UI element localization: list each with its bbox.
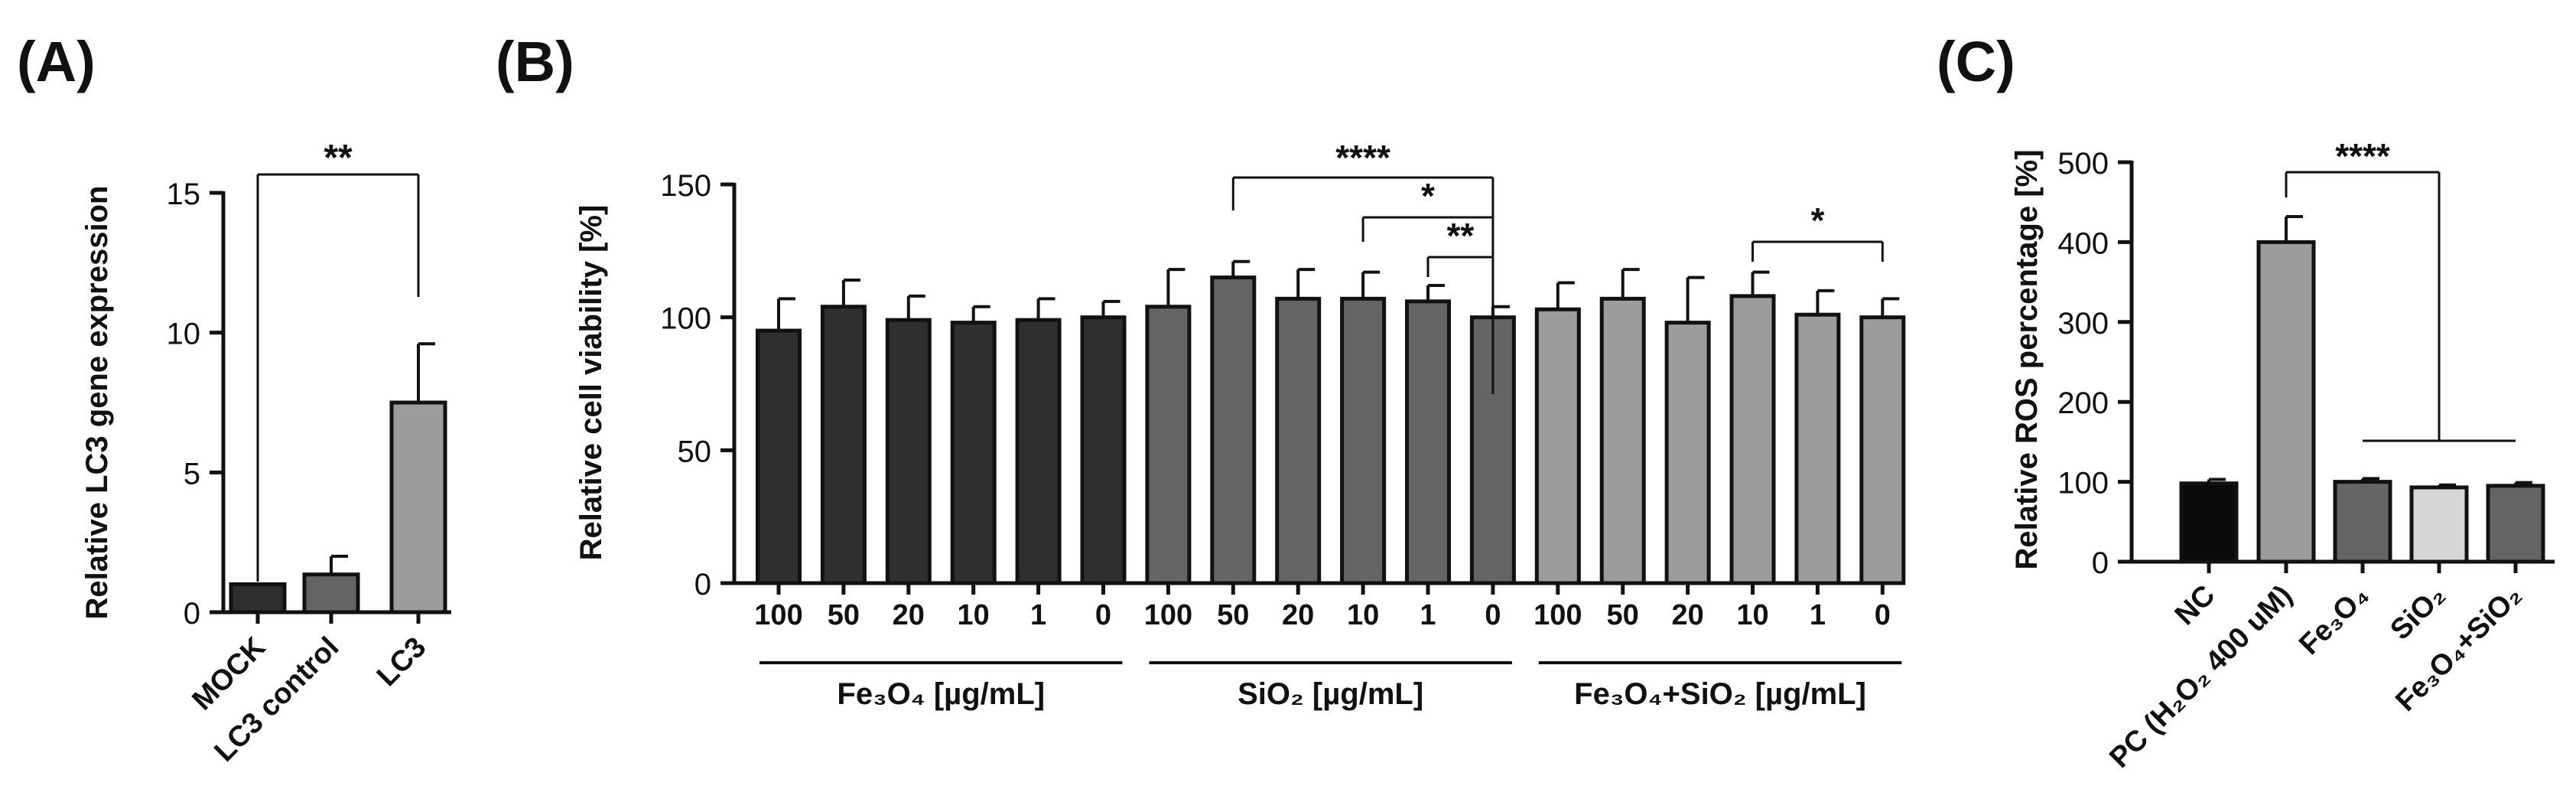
b-y-tick-label: 150 bbox=[660, 169, 711, 203]
c-y-tick-label: 400 bbox=[2057, 227, 2109, 260]
b-bar-12 bbox=[1534, 307, 1581, 585]
b-x-tick-label: 10 bbox=[1347, 599, 1379, 631]
b-x-tick-label: 1 bbox=[1810, 599, 1826, 631]
c-bar-1 bbox=[2256, 240, 2316, 564]
a-y-tick-label: 5 bbox=[184, 457, 200, 491]
a-sig-label: ** bbox=[324, 138, 353, 178]
b-bar-5 bbox=[1080, 315, 1127, 585]
c-x-tick-label: SiO₂ bbox=[2384, 579, 2451, 647]
b-y-tick-label: 0 bbox=[694, 568, 711, 602]
c-y-tick-label: 100 bbox=[2057, 467, 2109, 500]
b-x-tick-label: 1 bbox=[1030, 599, 1046, 631]
b-bar-16 bbox=[1794, 312, 1841, 585]
c-sig-label: **** bbox=[2335, 136, 2390, 176]
b-x-tick-label: 50 bbox=[1217, 599, 1249, 631]
b-x-tick-label: 100 bbox=[1144, 599, 1192, 631]
b-sig4-label: * bbox=[1810, 200, 1824, 240]
b-y-tick-label: 50 bbox=[678, 435, 712, 468]
b-x-tick-label: 50 bbox=[1607, 599, 1639, 631]
b-bar-6 bbox=[1145, 305, 1192, 585]
c-y-tick-label: 0 bbox=[2092, 546, 2109, 580]
b-group-label-1: SiO₂ [µg/mL] bbox=[1238, 677, 1423, 711]
b-sig1-label: **** bbox=[1335, 138, 1390, 178]
b-bar-0 bbox=[756, 328, 802, 585]
b-x-tick-label: 20 bbox=[893, 599, 925, 631]
c-x-tick-label: NC bbox=[2169, 579, 2222, 632]
b-bar-8 bbox=[1275, 296, 1322, 585]
b-x-tick-label: 10 bbox=[1736, 599, 1768, 631]
panel-label-c: (C) bbox=[1937, 30, 2015, 93]
a-y-tick-label: 0 bbox=[184, 597, 200, 631]
a-bar-2 bbox=[389, 400, 447, 615]
b-x-tick-label: 20 bbox=[1282, 599, 1314, 631]
panel-label-a: (A) bbox=[17, 30, 96, 93]
b-bar-17 bbox=[1859, 315, 1906, 585]
a-y-label: Relative LC3 gene expression bbox=[80, 186, 114, 620]
b-x-tick-label: 20 bbox=[1671, 599, 1703, 631]
b-x-tick-label: 1 bbox=[1420, 599, 1436, 631]
b-bar-1 bbox=[820, 305, 867, 585]
b-bar-7 bbox=[1210, 275, 1257, 585]
c-bar-2 bbox=[2333, 480, 2392, 564]
a-y-tick-label: 15 bbox=[167, 178, 201, 211]
b-x-tick-label: 50 bbox=[828, 599, 860, 631]
b-bar-13 bbox=[1599, 296, 1646, 585]
a-x-tick-label: LC3 bbox=[371, 631, 432, 693]
b-sig3-label: ** bbox=[1447, 216, 1475, 256]
b-bar-4 bbox=[1015, 318, 1062, 585]
b-bar-9 bbox=[1340, 296, 1387, 585]
b-x-tick-label: 0 bbox=[1875, 599, 1891, 631]
c-bar-4 bbox=[2486, 484, 2545, 564]
b-x-tick-label: 10 bbox=[958, 599, 990, 631]
c-y-tick-label: 200 bbox=[2057, 386, 2109, 420]
b-bar-3 bbox=[950, 321, 997, 585]
panel-label-b: (B) bbox=[496, 30, 574, 93]
b-x-tick-label: 0 bbox=[1095, 599, 1111, 631]
b-x-tick-label: 0 bbox=[1485, 599, 1501, 631]
c-y-label: Relative ROS percentage [%] bbox=[2010, 149, 2044, 569]
b-group-label-0: Fe₃O₄ [µg/mL] bbox=[837, 677, 1045, 711]
a-bar-1 bbox=[302, 572, 360, 615]
b-x-tick-label: 100 bbox=[1534, 599, 1582, 631]
b-y-tick-label: 100 bbox=[660, 302, 711, 336]
c-y-tick-label: 500 bbox=[2057, 147, 2109, 181]
c-y-tick-label: 300 bbox=[2057, 307, 2109, 341]
a-y-tick-label: 10 bbox=[167, 318, 201, 351]
b-bar-15 bbox=[1729, 294, 1776, 585]
b-sig2-label: * bbox=[1421, 176, 1435, 216]
c-bar-0 bbox=[2179, 481, 2239, 564]
c-bar-3 bbox=[2409, 485, 2469, 564]
b-y-label: Relative cell viability [%] bbox=[574, 205, 608, 561]
b-bar-2 bbox=[885, 318, 932, 585]
b-bar-10 bbox=[1405, 299, 1451, 585]
b-bar-14 bbox=[1664, 321, 1711, 585]
a-bar-0 bbox=[229, 582, 287, 615]
b-x-tick-label: 100 bbox=[754, 599, 802, 631]
c-x-tick-label: Fe₃O₄ bbox=[2293, 579, 2375, 661]
b-group-label-2: Fe₃O₄+SiO₂ [µg/mL] bbox=[1574, 677, 1866, 711]
